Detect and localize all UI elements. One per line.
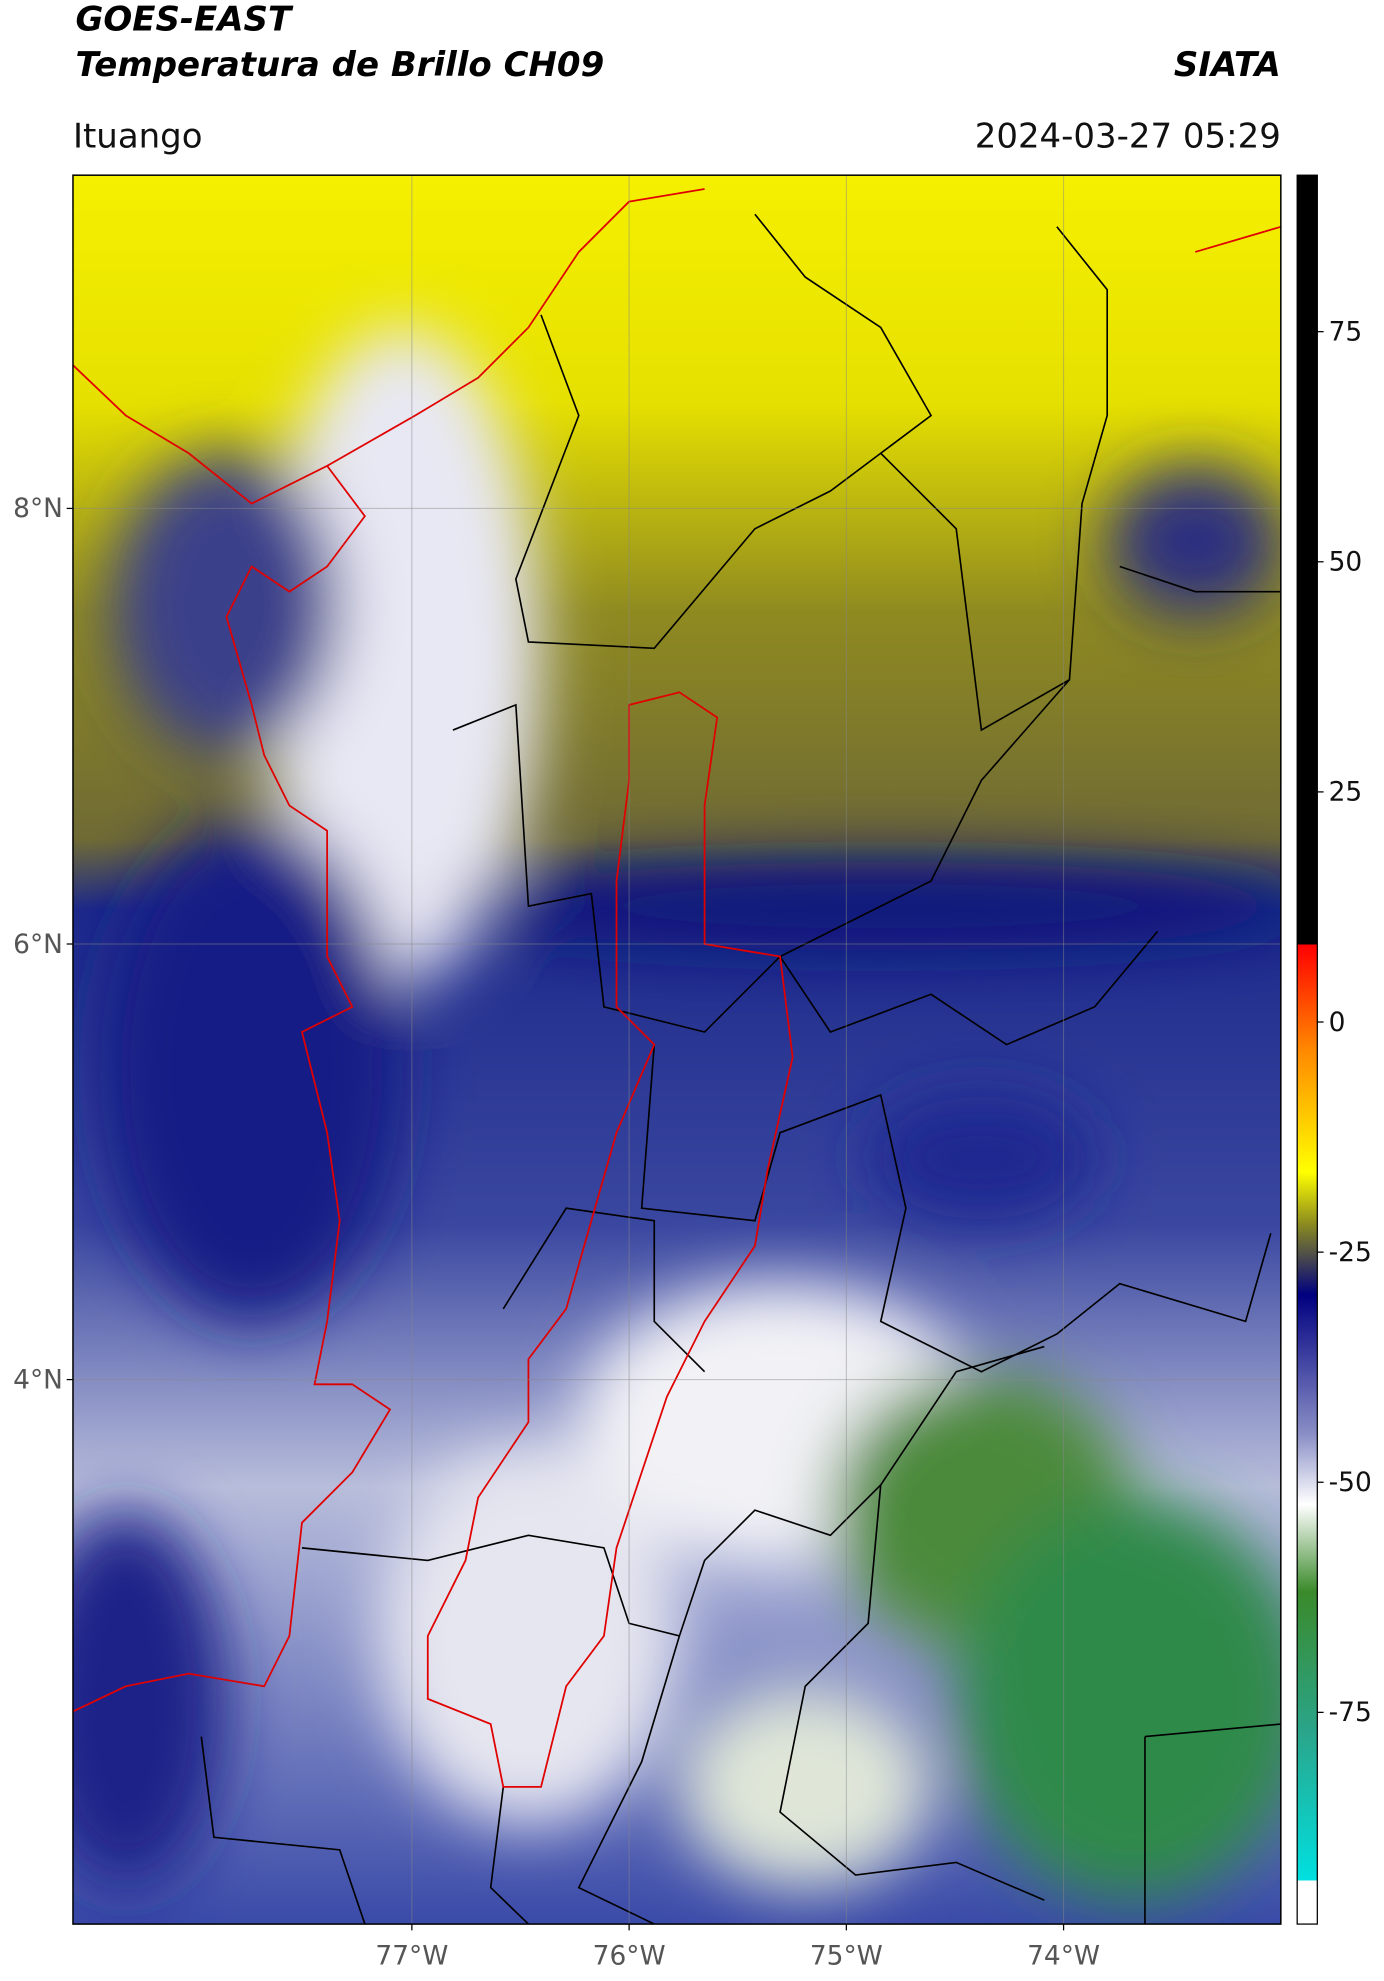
colorbar-tick-label: -25 (1329, 1237, 1372, 1268)
colorbar-tick-label: 0 (1329, 1007, 1346, 1038)
lon-tick-label: 74°W (1027, 1940, 1100, 1971)
lat-tick-label: 6°N (13, 929, 63, 960)
location: Ituango (73, 117, 203, 157)
datetime: 2024-03-27 05:29 (975, 117, 1281, 157)
colorbar-tick-label: 50 (1329, 547, 1363, 578)
lon-tick-label: 75°W (810, 1940, 883, 1971)
colorbar-tick-label: 75 (1329, 316, 1363, 347)
colorbar-tick-label: -50 (1329, 1467, 1372, 1498)
lon-tick-label: 76°W (593, 1940, 666, 1971)
agency: SIATA (1174, 45, 1281, 85)
map-frame (72, 174, 1282, 1925)
lat-tick-label: 4°N (13, 1364, 63, 1395)
colorbar-tick-label: -75 (1329, 1697, 1372, 1728)
colorbar-tick-label: 25 (1329, 777, 1363, 808)
lon-tick-label: 77°W (375, 1940, 448, 1971)
satellite-image (72, 175, 1281, 1925)
title: GOES-EAST (75, 0, 293, 40)
subtitle: Temperatura de Brillo CH09 (75, 45, 604, 85)
lat-tick-label: 8°N (13, 493, 63, 524)
colorbar (1296, 174, 1318, 1925)
